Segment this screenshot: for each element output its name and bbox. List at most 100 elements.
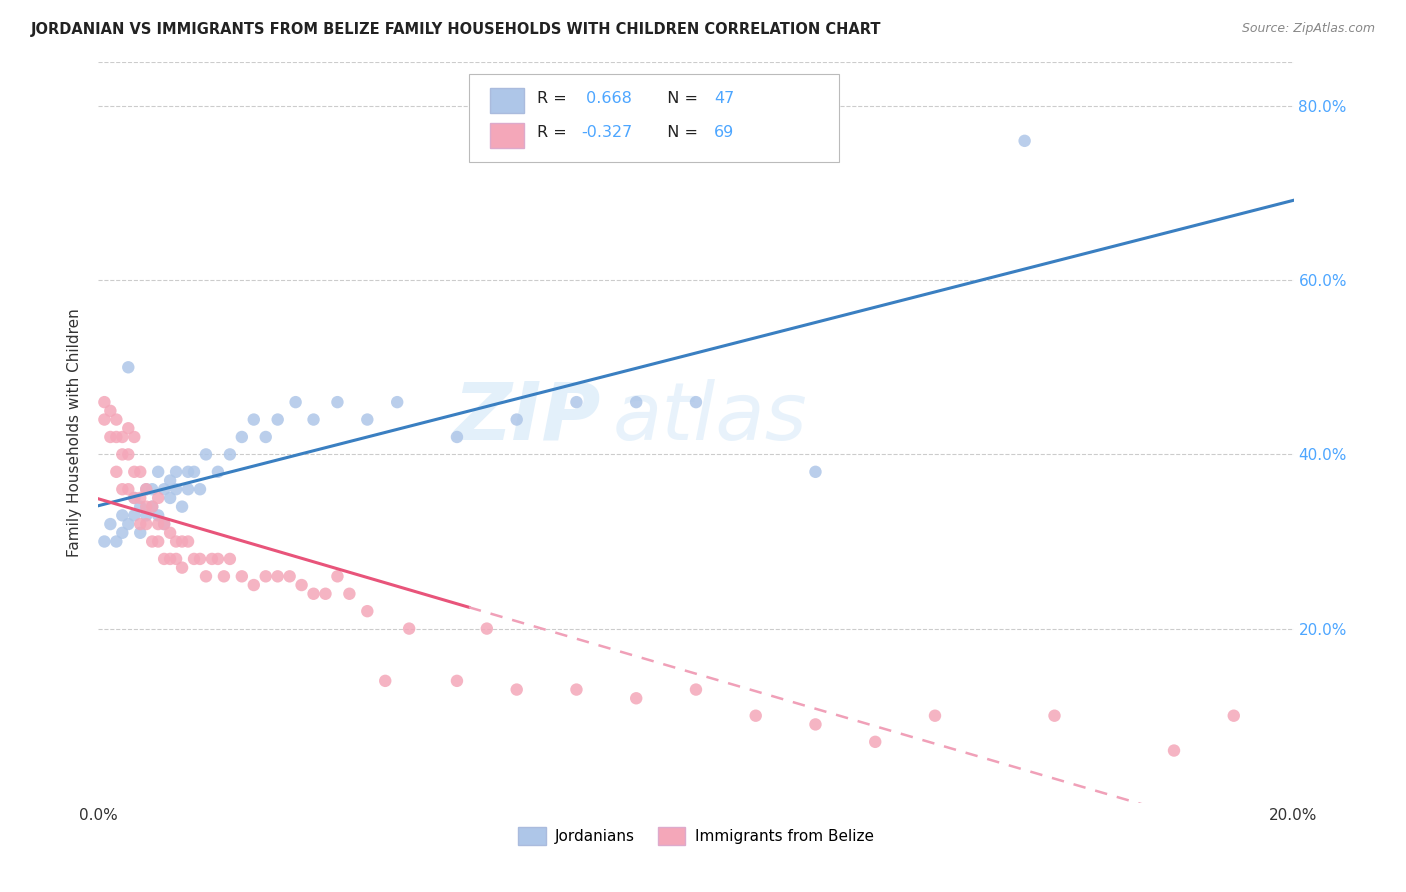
Point	[159, 552, 181, 566]
Point	[117, 360, 139, 375]
Point	[93, 534, 115, 549]
Point	[339, 587, 361, 601]
Point	[141, 534, 163, 549]
Point	[135, 482, 157, 496]
Point	[1014, 134, 1036, 148]
Point	[117, 517, 139, 532]
Point	[111, 430, 134, 444]
Point	[326, 569, 349, 583]
Point	[165, 465, 187, 479]
Point	[685, 395, 707, 409]
Point	[685, 682, 707, 697]
Point	[188, 552, 211, 566]
Point	[153, 552, 176, 566]
Point	[804, 717, 827, 731]
Point	[98, 430, 122, 444]
Point	[284, 395, 307, 409]
Point	[315, 587, 337, 601]
Point	[231, 569, 253, 583]
Point	[172, 560, 194, 574]
Point	[302, 587, 325, 601]
Point	[124, 491, 146, 505]
Point	[254, 569, 277, 583]
Point	[172, 500, 194, 514]
Text: 0.668: 0.668	[581, 91, 633, 105]
Point	[219, 552, 242, 566]
Point	[135, 500, 157, 514]
FancyBboxPatch shape	[491, 88, 524, 112]
Text: 69: 69	[714, 126, 734, 140]
Text: R =: R =	[537, 91, 572, 105]
Text: 47: 47	[714, 91, 734, 105]
Point	[129, 500, 152, 514]
Point	[111, 482, 134, 496]
Point	[111, 525, 134, 540]
Point	[124, 430, 146, 444]
Text: N =: N =	[657, 91, 703, 105]
Point	[374, 673, 396, 688]
Point	[165, 482, 187, 496]
Point	[243, 578, 266, 592]
Point	[243, 412, 266, 426]
Point	[212, 569, 235, 583]
Point	[177, 482, 200, 496]
Point	[924, 708, 946, 723]
Point	[177, 465, 200, 479]
Text: N =: N =	[657, 126, 703, 140]
Point	[278, 569, 301, 583]
Text: ZIP: ZIP	[453, 379, 600, 457]
Point	[506, 682, 529, 697]
Point	[111, 508, 134, 523]
Point	[172, 534, 194, 549]
Text: Source: ZipAtlas.com: Source: ZipAtlas.com	[1241, 22, 1375, 36]
Point	[148, 534, 170, 549]
Legend: Jordanians, Immigrants from Belize: Jordanians, Immigrants from Belize	[512, 821, 880, 851]
Point	[159, 474, 181, 488]
Point	[148, 517, 170, 532]
Point	[267, 412, 290, 426]
Point	[207, 552, 229, 566]
Point	[135, 517, 157, 532]
Point	[219, 447, 242, 461]
Point	[506, 412, 529, 426]
Point	[165, 534, 187, 549]
Point	[804, 465, 827, 479]
Text: R =: R =	[537, 126, 572, 140]
Text: JORDANIAN VS IMMIGRANTS FROM BELIZE FAMILY HOUSEHOLDS WITH CHILDREN CORRELATION : JORDANIAN VS IMMIGRANTS FROM BELIZE FAMI…	[31, 22, 882, 37]
FancyBboxPatch shape	[470, 73, 839, 162]
Point	[183, 465, 205, 479]
Point	[148, 491, 170, 505]
Point	[183, 552, 205, 566]
Point	[291, 578, 314, 592]
Point	[135, 482, 157, 496]
Point	[105, 412, 128, 426]
Point	[195, 569, 218, 583]
Point	[1163, 743, 1185, 757]
Point	[267, 569, 290, 583]
Point	[148, 465, 170, 479]
Point	[117, 421, 139, 435]
Point	[98, 517, 122, 532]
Point	[159, 525, 181, 540]
Point	[626, 395, 648, 409]
Point	[129, 465, 152, 479]
Point	[105, 534, 128, 549]
Point	[111, 447, 134, 461]
Point	[159, 491, 181, 505]
Point	[1223, 708, 1246, 723]
Point	[446, 430, 468, 444]
Point	[129, 491, 152, 505]
Text: atlas: atlas	[613, 379, 807, 457]
Point	[626, 691, 648, 706]
Point	[98, 404, 122, 418]
Point	[254, 430, 277, 444]
Point	[141, 482, 163, 496]
Point	[865, 735, 887, 749]
Point	[207, 465, 229, 479]
Point	[188, 482, 211, 496]
Text: -0.327: -0.327	[581, 126, 633, 140]
Point	[124, 465, 146, 479]
Point	[1043, 708, 1066, 723]
Point	[105, 430, 128, 444]
Point	[356, 604, 378, 618]
